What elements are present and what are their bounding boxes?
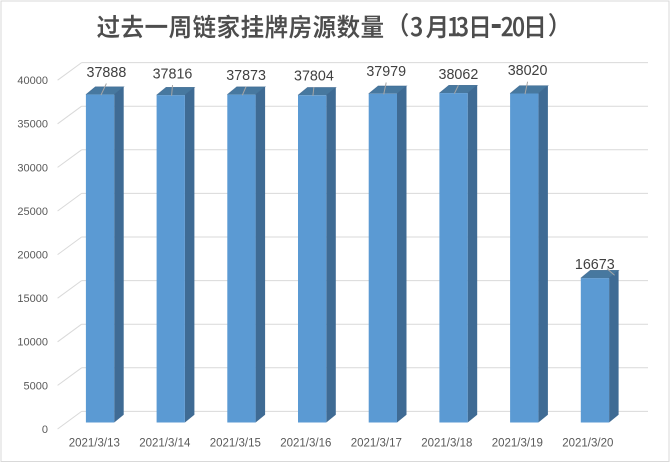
svg-text:2021/3/15: 2021/3/15 [210, 438, 261, 450]
svg-text:35000: 35000 [17, 119, 48, 131]
svg-text:0: 0 [42, 424, 48, 436]
svg-text:2021/3/20: 2021/3/20 [562, 438, 613, 450]
svg-text:20000: 20000 [17, 250, 48, 262]
svg-text:2021/3/16: 2021/3/16 [280, 438, 331, 450]
svg-text:30000: 30000 [17, 162, 48, 174]
svg-text:37873: 37873 [226, 68, 266, 84]
svg-text:38020: 38020 [508, 63, 548, 79]
svg-text:37804: 37804 [294, 69, 334, 85]
svg-text:2021/3/17: 2021/3/17 [351, 438, 402, 450]
svg-text:25000: 25000 [17, 206, 48, 218]
svg-text:2021/3/13: 2021/3/13 [69, 438, 120, 450]
svg-text:40000: 40000 [17, 75, 48, 87]
svg-text:37888: 37888 [87, 65, 127, 81]
svg-text:15000: 15000 [17, 293, 48, 305]
svg-text:2021/3/18: 2021/3/18 [421, 438, 472, 450]
svg-text:37979: 37979 [366, 64, 406, 80]
svg-text:2021/3/19: 2021/3/19 [492, 438, 543, 450]
svg-text:16673: 16673 [575, 257, 615, 273]
svg-text:10000: 10000 [17, 337, 48, 349]
svg-text:38062: 38062 [439, 67, 479, 83]
svg-text:2021/3/14: 2021/3/14 [139, 438, 191, 450]
svg-text:5000: 5000 [24, 380, 48, 392]
svg-text:37816: 37816 [153, 67, 193, 83]
